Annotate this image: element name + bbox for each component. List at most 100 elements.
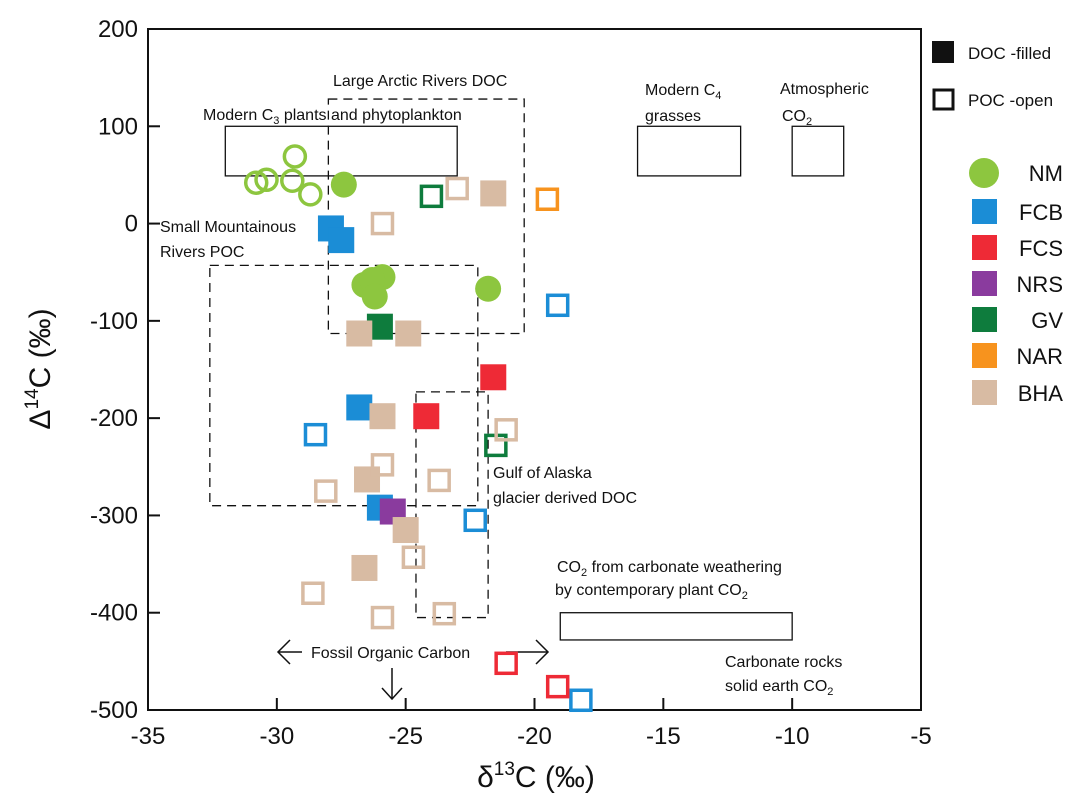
point-bha-doc	[351, 554, 378, 581]
point-fcb-poc	[569, 688, 593, 713]
point-gv-poc	[419, 184, 444, 209]
label-gulf-of-alaska: Gulf of Alaska	[493, 465, 592, 482]
point-nm-poc	[282, 144, 308, 169]
point-bha-poc	[432, 601, 457, 626]
legend-open-swatch	[932, 88, 955, 111]
y-tick-label: -100	[90, 308, 138, 335]
point-bha-doc	[369, 403, 396, 430]
region-box-6	[415, 391, 489, 619]
point-bha-poc	[370, 211, 395, 236]
x-tick-label: -35	[131, 723, 166, 750]
label-large-arctic-rivers: Large Arctic Rivers DOC	[333, 73, 507, 90]
point-bha-poc	[401, 545, 426, 570]
series-legend: NM FCB FCS NRS GV NAR BHA	[969, 158, 1063, 406]
label-carbonate-rocks: Carbonate rocks	[725, 654, 842, 671]
point-nm-poc	[243, 170, 269, 195]
legend-gv-marker	[972, 307, 997, 332]
arrow-left-head	[276, 639, 291, 665]
axis-ticks: -35 -30 -25 -20 -15 -10 -5 200 100 0 -100 -200 -300 -…	[90, 16, 932, 750]
x-tick-label: -10	[775, 723, 810, 750]
arrow-right-head	[535, 639, 550, 665]
legend-filled-label: DOC -filled	[968, 44, 1051, 63]
y-tick-label: -400	[90, 600, 138, 627]
y-axis-label: Δ14C (‰)	[22, 308, 57, 429]
legend-bha-label: BHA	[1018, 381, 1064, 406]
point-nm-poc	[280, 168, 305, 194]
point-nm-poc	[254, 167, 279, 193]
point-fcs-poc	[494, 651, 518, 676]
y-tick-label: 200	[98, 16, 138, 43]
legend-nm-marker	[969, 158, 999, 188]
x-tick-label: -5	[910, 723, 931, 750]
label-carbonate-weathering: CO2 from carbonate weathering	[557, 559, 782, 579]
label-gulf-of-alaska-line2: glacier derived DOC	[493, 490, 637, 507]
point-nar-poc	[535, 187, 560, 211]
region-box-0	[224, 125, 458, 177]
y-tick-label: -500	[90, 697, 138, 724]
legend-fcb-label: FCB	[1019, 200, 1063, 225]
y-tick-label: 100	[98, 113, 138, 140]
label-atmospheric-co2: CO2	[782, 108, 812, 128]
region-box-3	[559, 612, 793, 641]
legend-fcs-marker	[972, 235, 997, 260]
point-nm-poc	[298, 182, 323, 207]
point-bha-poc	[370, 605, 395, 630]
point-bha-doc	[392, 517, 419, 544]
plot-area-frame	[147, 28, 922, 711]
point-bha-poc	[314, 479, 338, 503]
region-box-2	[791, 125, 845, 177]
legend-bha-marker	[972, 380, 997, 405]
label-fossil-organic-carbon: Fossil Organic Carbon	[311, 645, 470, 662]
point-fcb-doc	[346, 394, 373, 421]
point-bha-poc	[494, 418, 518, 442]
y-tick-label: -200	[90, 405, 138, 432]
arrow-down-head	[381, 687, 403, 701]
fill-legend: DOC -filled POC -open	[932, 41, 1053, 111]
point-fcs-poc	[545, 674, 570, 699]
x-axis-label: δ13C (‰)	[477, 759, 595, 794]
point-bha-doc	[480, 180, 507, 207]
legend-nrs-label: NRS	[1017, 272, 1063, 297]
region-box-1	[636, 125, 742, 177]
legend-nrs-marker	[972, 271, 997, 296]
point-bha-poc	[301, 581, 325, 606]
data-points	[243, 144, 593, 713]
point-fcb-poc	[463, 508, 487, 533]
x-tick-label: -30	[259, 723, 294, 750]
x-tick-label: -25	[388, 723, 423, 750]
point-nm-doc	[361, 283, 388, 310]
legend-fcs-label: FCS	[1019, 236, 1063, 261]
label-carbonate-rocks-line2: solid earth CO2	[725, 678, 833, 698]
point-bha-poc	[370, 453, 395, 477]
point-fcb-poc	[303, 422, 328, 447]
label-carbonate-weathering-line2: by contemporary plant CO2	[555, 582, 748, 602]
point-fcb-poc	[545, 293, 570, 318]
x-tick-label: -20	[517, 723, 552, 750]
label-modern-c4: Modern C4	[645, 82, 721, 102]
label-modern-c4-line2: grasses	[645, 108, 701, 125]
label-small-mountainous-line2: Rivers POC	[160, 244, 244, 261]
y-tick-label: 0	[125, 211, 138, 238]
point-nm-doc	[330, 171, 357, 198]
label-atmospheric: Atmospheric	[780, 81, 869, 98]
point-fcs-doc	[480, 364, 507, 391]
fossil-arrows	[276, 639, 550, 701]
y-tick-label: -300	[90, 502, 138, 529]
point-bha-doc	[346, 320, 373, 347]
point-bha-poc	[427, 468, 451, 493]
point-fcb-doc	[328, 227, 355, 254]
legend-nm-label: NM	[1029, 161, 1063, 186]
legend-gv-label: GV	[1031, 308, 1063, 333]
x-tick-label: -15	[646, 723, 681, 750]
legend-fcb-marker	[972, 199, 997, 224]
legend-open-label: POC -open	[968, 91, 1053, 110]
point-nm-doc	[475, 275, 502, 302]
label-small-mountainous: Small Mountainous	[160, 219, 296, 236]
point-bha-poc	[445, 176, 469, 201]
legend-filled-swatch	[932, 41, 954, 63]
legend-nar-label: NAR	[1017, 344, 1063, 369]
point-bha-doc	[395, 320, 422, 347]
label-modern-c3: Modern C3 plants and phytoplankton	[203, 107, 462, 127]
point-fcs-doc	[413, 403, 440, 430]
